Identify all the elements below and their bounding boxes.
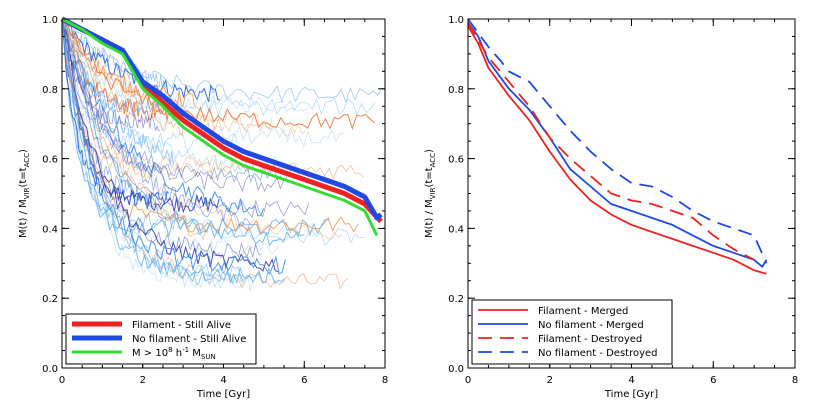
y-axis-label: M(t) / MVIR(t=tACC) [18,149,31,238]
background-track [61,24,284,192]
background-tracks [61,17,383,292]
background-track [61,18,376,116]
series-line-2 [467,21,768,268]
series-line-1 [467,25,767,275]
x-tick-label: 6 [301,375,307,386]
background-track [61,18,265,217]
background-track [61,18,306,137]
y-tick-label: 0.2 [42,294,58,305]
background-track [61,18,187,231]
y-tick-label: 0.0 [42,364,58,375]
y-tick-label: 0.4 [42,224,58,235]
background-track [61,18,343,240]
background-track [61,18,174,166]
x-tick-label: 8 [792,375,798,386]
chart-panel-2: 0 2 4 6 8 0.0 0.2 0.4 0.6 0.8 1.0 Time [Gyr] M(t) / … [424,15,798,400]
x-tick-label: 2 [140,375,146,386]
x-tick-label: 8 [382,375,388,386]
y-axis-label: M(t) / MVIR(t=tACC) [424,149,437,238]
x-tick-label: 0 [465,375,471,386]
background-track [61,18,169,207]
background-track [62,18,375,131]
y-tick-label: 0.8 [42,85,58,96]
background-track [61,23,279,273]
legend-label: No filament - Destroyed [538,348,658,359]
background-track [61,21,286,276]
y-tick-label: 1.0 [448,15,464,26]
legend: Filament - Merged No filament - Merged Fil… [471,299,673,365]
legend-label: Filament - Destroyed [538,334,642,345]
x-tick-label: 4 [220,375,226,386]
y-tick-label: 0.8 [448,85,464,96]
legend: Filament - Still Alive No filament - Stil… [65,313,257,365]
background-track [61,18,383,104]
x-axis-label: Time [Gyr] [196,389,250,400]
y-tick-label: 0.6 [448,155,464,166]
legend-label: Filament - Merged [538,306,628,317]
chart-panel-1: 0 2 4 6 8 0.0 0.2 0.4 0.6 0.8 1.0 Time [Gyr] M(t) / … [18,15,388,400]
x-tick-label: 6 [710,375,716,386]
background-track [61,18,160,132]
series-line-3 [61,17,379,237]
legend-label: No filament - Merged [538,320,644,331]
background-track [61,19,294,183]
y-tick-label: 0.2 [448,294,464,305]
y-tick-label: 0.4 [448,224,464,235]
background-track [61,18,305,247]
x-tick-label: 4 [628,375,634,386]
y-tick-label: 0.0 [448,364,464,375]
y-tick-label: 1.0 [42,15,58,26]
x-tick-label: 0 [59,375,65,386]
series-line-4 [467,18,768,264]
x-axis-label: Time [Gyr] [604,389,658,400]
background-track [61,22,265,283]
background-track [61,20,254,292]
legend-label: M > 108 h-1 MSUN [132,346,216,361]
legend-label: No filament - Still Alive [132,334,246,345]
x-tick-label: 2 [547,375,553,386]
y-tick-label: 0.6 [42,155,58,166]
legend-label: Filament - Still Alive [132,320,231,331]
background-track [61,17,208,241]
series-line-3 [467,22,755,261]
background-track [61,22,285,285]
background-track [61,24,364,180]
series-line-2 [60,16,383,221]
